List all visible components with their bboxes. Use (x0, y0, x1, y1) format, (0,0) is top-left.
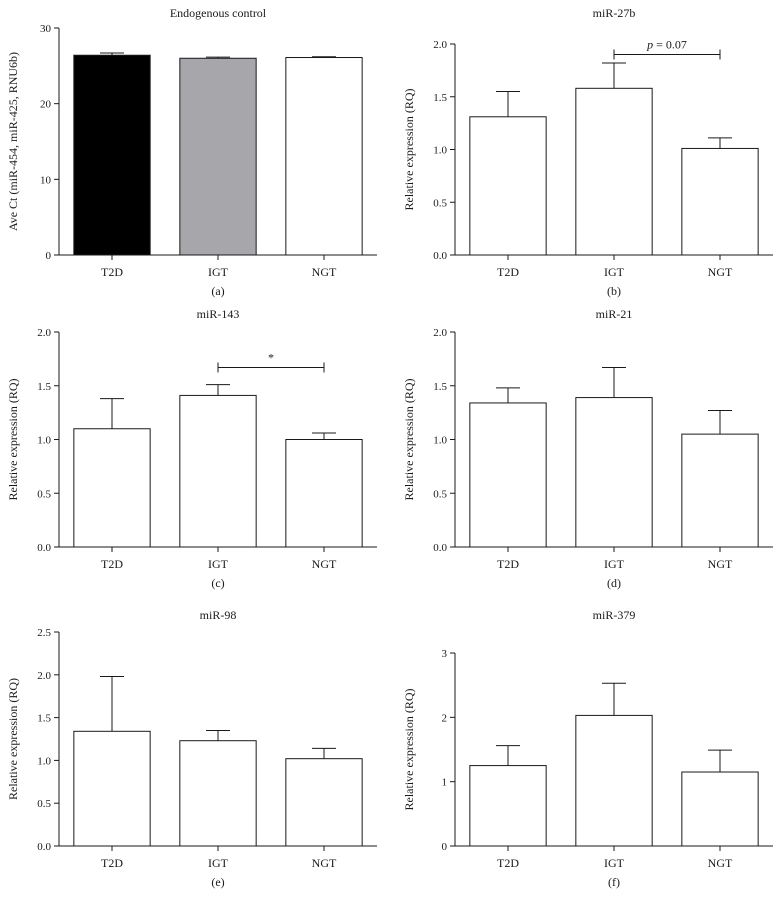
bar (179, 57, 257, 256)
chart-panel: miR-379 Relative expression (RQ) T2D IGT NGT… (402, 608, 773, 889)
chart-panel: miR-143 Relative expression (RQ) T2D IGT NGT… (6, 307, 377, 590)
bar (179, 394, 257, 548)
y-axis-label: Relative expression (RQ) (6, 678, 20, 800)
x-tick-label: T2D (497, 557, 519, 571)
x-tick-label: IGT (208, 557, 229, 571)
x-tick-label: NGT (312, 856, 337, 870)
y-axis-label: Relative expression (RQ) (402, 89, 416, 211)
bar (681, 147, 759, 256)
bar (285, 57, 363, 256)
bar (469, 765, 547, 847)
y-tick-label: 0 (46, 250, 52, 262)
y-tick-label: 2.0 (433, 39, 447, 51)
y-tick-label: 1 (442, 777, 448, 789)
x-tick-label: T2D (101, 265, 123, 279)
y-tick-label: 1.5 (433, 92, 447, 104)
panel-caption: (f) (608, 875, 620, 889)
y-tick-label: 2.0 (433, 327, 447, 339)
x-tick-label: IGT (604, 265, 625, 279)
chart-title: miR-21 (596, 307, 633, 321)
significance-label: p = 0.07 (646, 38, 687, 52)
y-tick-label: 0.0 (433, 542, 447, 554)
y-tick-label: 1.5 (433, 381, 447, 393)
x-tick-label: NGT (708, 856, 733, 870)
y-tick-label: 1.5 (37, 713, 51, 725)
y-tick-label: 20 (40, 99, 52, 111)
bar (575, 714, 653, 847)
chart-title: miR-98 (200, 608, 237, 622)
chart-panel: miR-27b Relative expression (RQ) T2D IGT NGT… (402, 6, 773, 298)
significance-text: * (268, 350, 274, 364)
x-tick-label: T2D (497, 265, 519, 279)
panel-caption: (d) (607, 576, 621, 590)
bar (469, 402, 547, 548)
bar (681, 433, 759, 548)
bar (73, 730, 151, 847)
y-tick-label: 0.5 (37, 798, 51, 810)
y-tick-label: 2.0 (37, 670, 51, 682)
bar (681, 771, 759, 847)
bar (73, 54, 151, 256)
y-tick-label: 30 (40, 23, 52, 35)
x-tick-label: NGT (312, 557, 337, 571)
bar (73, 428, 151, 548)
significance-label: * (268, 350, 274, 364)
y-tick-label: 1.5 (37, 381, 51, 393)
y-tick-label: 1.0 (433, 435, 447, 447)
y-axis-label: Ave Ct (miR-454, miR-425, RNU6b) (6, 52, 20, 231)
y-tick-label: 1.0 (37, 755, 51, 767)
y-axis-label: Relative expression (RQ) (402, 379, 416, 501)
chart-title: miR-143 (197, 307, 240, 321)
x-tick-label: IGT (208, 856, 229, 870)
y-tick-label: 0.0 (37, 542, 51, 554)
y-tick-label: 0.0 (433, 250, 447, 262)
x-tick-label: NGT (708, 265, 733, 279)
x-tick-label: NGT (708, 557, 733, 571)
significance-p-symbol: p (646, 38, 653, 52)
y-tick-label: 0.5 (37, 488, 51, 500)
bar (575, 87, 653, 256)
bar (575, 397, 653, 548)
y-tick-label: 0.0 (37, 841, 51, 853)
x-tick-label: T2D (101, 856, 123, 870)
y-tick-label: 3 (442, 648, 448, 660)
y-axis-label: Relative expression (RQ) (402, 689, 416, 811)
x-tick-label: NGT (312, 265, 337, 279)
bar (179, 740, 257, 847)
significance-text: = 0.07 (653, 38, 687, 52)
bar (285, 758, 363, 847)
bar (285, 439, 363, 548)
y-axis-label: Relative expression (RQ) (6, 379, 20, 501)
x-tick-label: T2D (101, 557, 123, 571)
chart-panel: miR-21 Relative expression (RQ) T2D IGT NGT 0… (402, 307, 773, 590)
panel-caption: (e) (211, 875, 224, 889)
y-tick-label: 0.5 (433, 488, 447, 500)
y-tick-label: 0.5 (433, 197, 447, 209)
chart-title: miR-27b (593, 6, 636, 20)
panel-caption: (b) (607, 284, 621, 298)
x-tick-label: IGT (604, 557, 625, 571)
chart-panel: miR-98 Relative expression (RQ) T2D IGT NGT 0… (6, 608, 377, 889)
chart-title: Endogenous control (170, 6, 267, 20)
y-tick-label: 0 (442, 841, 448, 853)
chart-title: miR-379 (593, 608, 636, 622)
panel-caption: (c) (211, 576, 224, 590)
y-tick-label: 1.0 (433, 145, 447, 157)
x-tick-label: IGT (604, 856, 625, 870)
y-tick-label: 2.5 (37, 627, 51, 639)
y-tick-label: 2.0 (37, 327, 51, 339)
x-tick-label: T2D (497, 856, 519, 870)
panel-caption: (a) (211, 284, 224, 298)
x-tick-label: IGT (208, 265, 229, 279)
chart-panel: Endogenous control Ave Ct (miR-454, miR-4… (6, 6, 377, 298)
y-tick-label: 10 (40, 174, 52, 186)
y-tick-label: 2 (442, 712, 448, 724)
bar (469, 116, 547, 256)
y-tick-label: 1.0 (37, 435, 51, 447)
